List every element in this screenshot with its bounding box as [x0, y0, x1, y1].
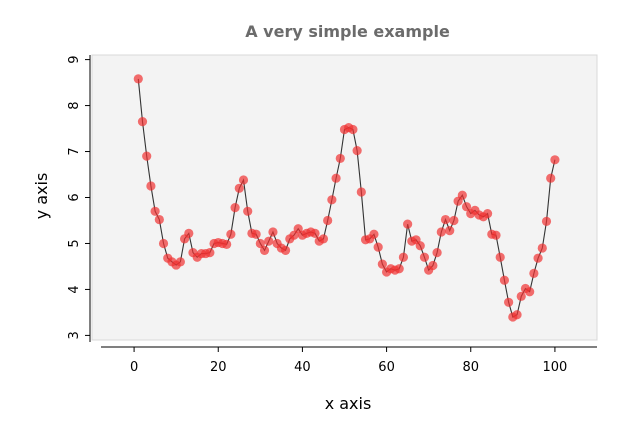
data-point: [268, 227, 278, 237]
data-point: [280, 245, 291, 255]
data-point: [419, 252, 430, 262]
x-tick-label: 0: [130, 360, 138, 375]
data-point: [243, 206, 253, 216]
y-tick-label: 4: [67, 285, 82, 293]
data-point: [373, 242, 383, 252]
data-point: [504, 297, 514, 307]
y-tick-label: 5: [67, 239, 82, 247]
plot-area: [91, 54, 598, 341]
data-point: [352, 146, 362, 156]
axis-ticks: 0 20 40 60 80 100 3 4 5 6 7 8 9: [67, 55, 567, 375]
data-point: [445, 225, 455, 236]
x-tick-label: 20: [210, 360, 227, 375]
data-point: [142, 151, 152, 161]
y-tick-label: 9: [67, 55, 82, 63]
data-point: [150, 206, 160, 216]
data-point: [234, 183, 244, 193]
data-point: [436, 227, 446, 237]
data-point: [499, 275, 510, 285]
data-point: [546, 173, 556, 183]
y-tick-label: 8: [67, 101, 82, 109]
data-point: [335, 153, 345, 164]
data-point: [550, 155, 560, 165]
data-point: [525, 287, 535, 297]
data-point: [318, 234, 329, 244]
data-point: [440, 214, 451, 225]
data-point: [461, 202, 472, 212]
data-point: [158, 238, 169, 249]
data-point: [516, 291, 526, 301]
data-point: [369, 229, 379, 239]
data-point: [348, 124, 358, 135]
data-point: [230, 203, 240, 213]
data-point: [175, 257, 185, 267]
data-point: [512, 310, 522, 320]
data-point: [222, 239, 232, 249]
data-point: [264, 236, 274, 246]
data-point: [403, 219, 413, 229]
data-point: [238, 175, 249, 185]
y-axis-label: y axis: [32, 173, 51, 220]
data-point: [457, 190, 467, 200]
data-point: [356, 187, 366, 197]
data-point: [533, 253, 543, 263]
x-tick-label: 100: [543, 360, 568, 375]
data-point: [537, 243, 547, 253]
data-point: [184, 228, 194, 238]
data-point: [432, 248, 442, 258]
x-tick-label: 60: [378, 360, 395, 375]
x-axis-label: x axis: [325, 394, 372, 413]
data-point: [146, 181, 156, 191]
data-point: [259, 245, 270, 255]
chart-title: A very simple example: [245, 22, 450, 41]
data-point: [394, 264, 404, 274]
data-point: [331, 173, 341, 183]
data-point: [205, 248, 215, 258]
data-point: [449, 215, 459, 226]
x-tick-label: 80: [462, 360, 479, 375]
data-point: [398, 252, 409, 262]
data-point: [323, 215, 333, 226]
data-point: [251, 229, 261, 239]
data-point: [377, 259, 387, 269]
y-tick-label: 6: [67, 193, 82, 201]
data-point: [133, 74, 143, 84]
data-point: [482, 208, 493, 219]
data-point: [541, 216, 552, 227]
data-point: [255, 238, 265, 249]
data-point: [327, 195, 337, 205]
y-tick-label: 3: [67, 331, 82, 339]
x-tick-label: 40: [294, 360, 311, 375]
data-point: [154, 214, 164, 225]
data-point: [310, 228, 320, 238]
data-point: [529, 268, 539, 278]
data-point: [495, 252, 505, 262]
data-point: [491, 230, 501, 240]
series-layer: [133, 74, 560, 322]
data-point: [428, 260, 438, 271]
y-tick-label: 7: [67, 147, 82, 155]
data-point: [137, 117, 148, 127]
data-point: [415, 241, 425, 251]
data-point: [226, 229, 236, 239]
